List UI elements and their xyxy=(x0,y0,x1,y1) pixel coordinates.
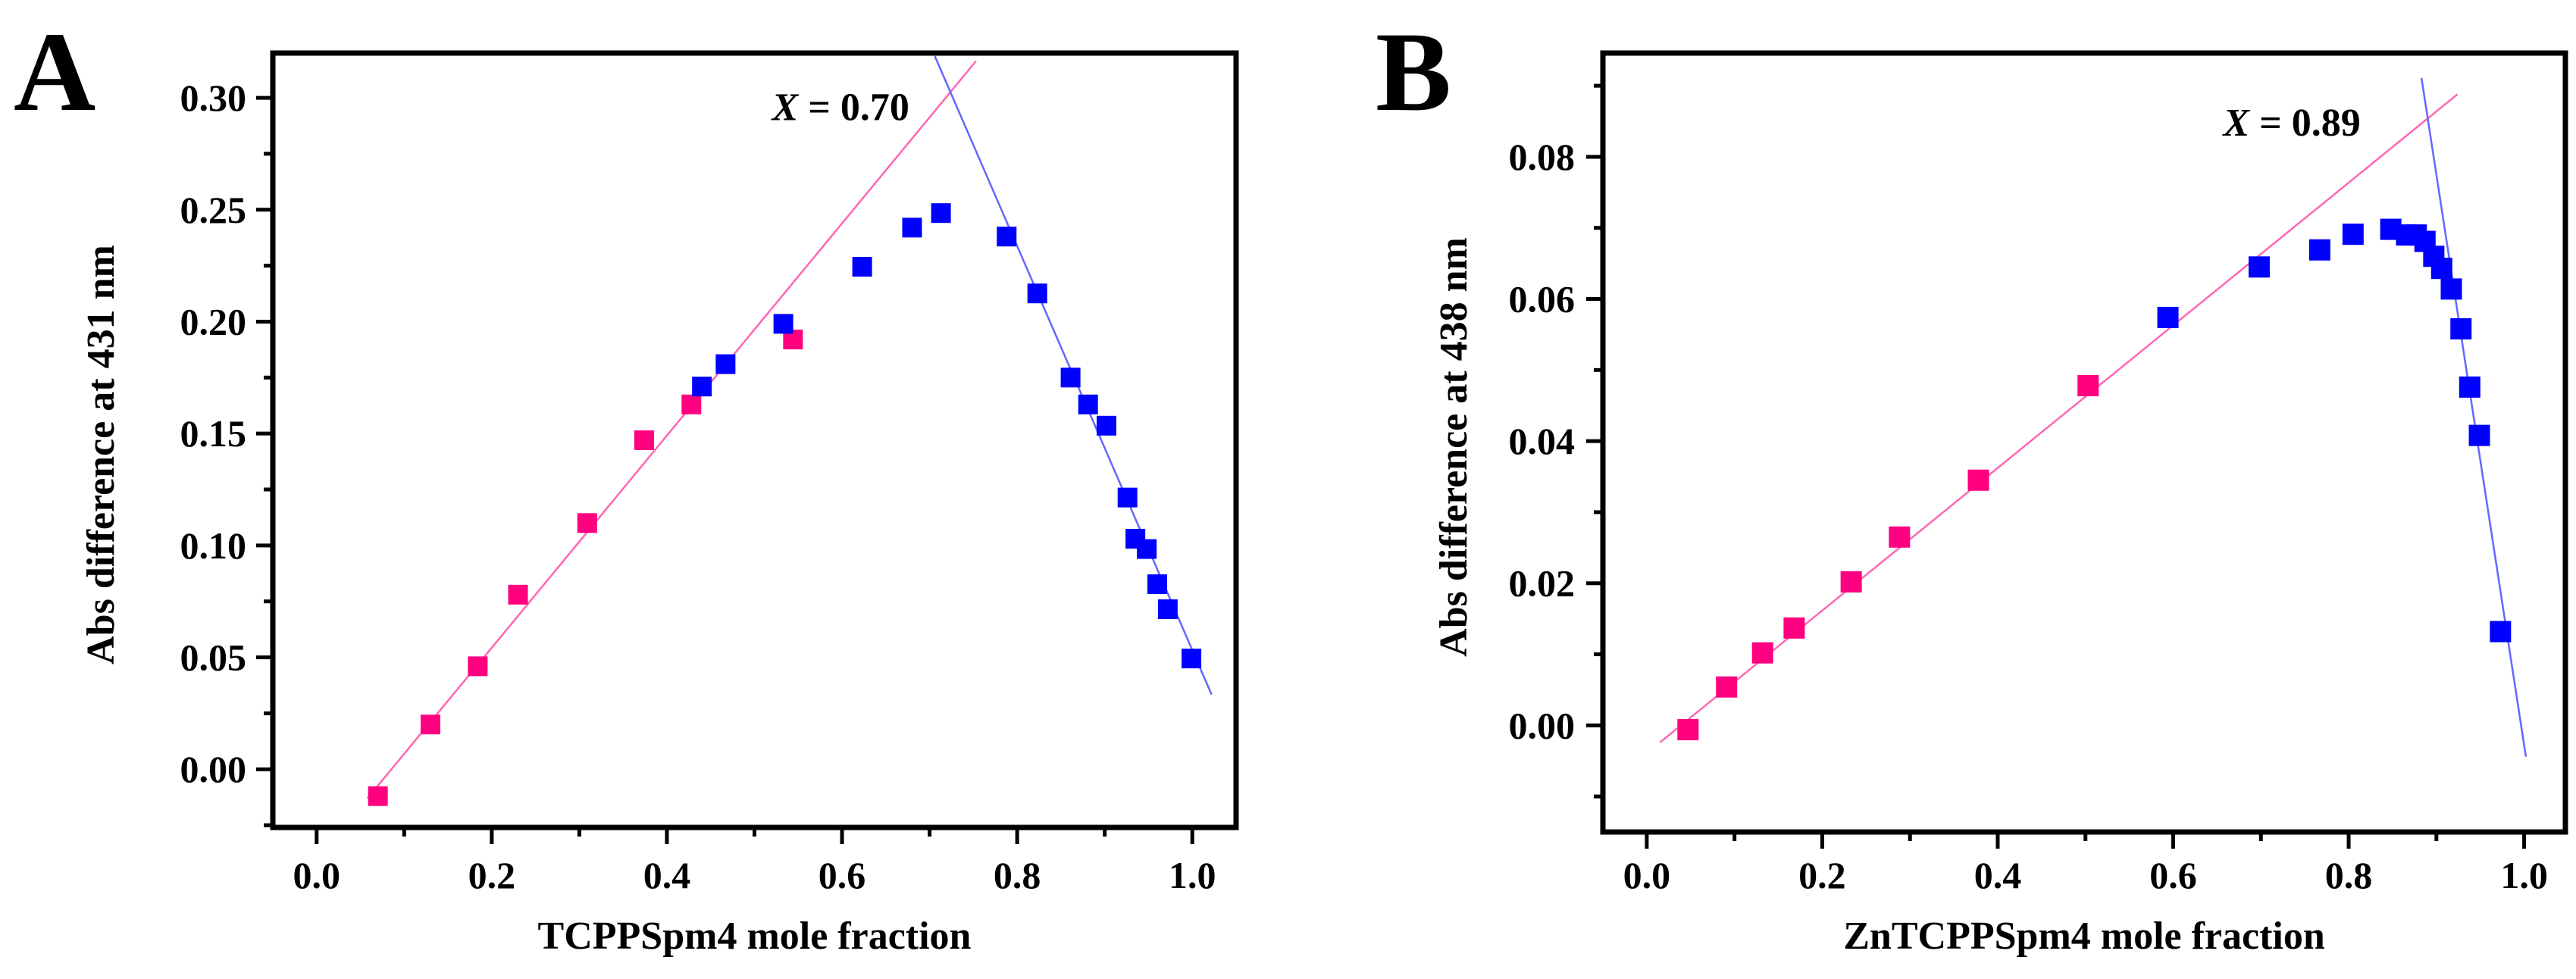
data-point-blue xyxy=(852,257,872,277)
data-point-pink xyxy=(1889,526,1911,548)
intersection-annotation: X = 0.89 xyxy=(2221,102,2360,145)
y-tick-label: 0.02 xyxy=(1509,562,1576,605)
data-point-pink xyxy=(420,715,440,735)
x-tick-label: 1.0 xyxy=(1169,854,1216,896)
data-point-blue xyxy=(2157,306,2179,328)
data-point-blue xyxy=(1157,599,1178,620)
x-axis-title: TCPPSpm4 mole fraction xyxy=(538,915,972,958)
y-tick-label: 0.06 xyxy=(1509,278,1576,321)
x-tick-label: 1.0 xyxy=(2500,854,2548,896)
panel-b: B 0.0 0.2 0.4 0.6 0.8 1.0 0.00 0.02 0.04 0.06 0.08 Z… xyxy=(1376,9,2568,958)
data-point-blue xyxy=(1096,415,1116,436)
data-point-blue xyxy=(1182,648,1202,668)
y-tick-label: 0.05 xyxy=(180,637,247,679)
data-point-blue xyxy=(1060,368,1081,388)
intersection-annotation: X = 0.70 xyxy=(771,86,909,130)
fit-line-pink xyxy=(1659,93,2459,743)
data-point-blue xyxy=(2450,317,2472,339)
x-tick-label: 0.8 xyxy=(994,854,1041,896)
data-point-blue xyxy=(2440,278,2462,300)
plot-frame xyxy=(270,50,1239,830)
data-point-blue xyxy=(2490,621,2512,643)
x-tick-label: 0.2 xyxy=(1798,854,1846,896)
data-point-pink xyxy=(1677,718,1699,740)
data-point-blue xyxy=(997,227,1017,247)
data-point-pink xyxy=(634,430,654,450)
data-point-blue xyxy=(1147,574,1168,594)
data-point-blue xyxy=(2430,258,2452,280)
data-point-pink xyxy=(508,584,528,605)
panel-label: B xyxy=(1376,9,1451,135)
x-tick-label: 0.0 xyxy=(1623,854,1671,896)
data-point-blue xyxy=(2468,424,2490,446)
x-tick-label: 0.6 xyxy=(818,854,866,896)
data-point-pink xyxy=(1840,571,1862,593)
panel-label: A xyxy=(14,9,95,135)
y-tick-label: 0.15 xyxy=(180,412,247,455)
data-point-pink xyxy=(468,656,488,677)
y-tick-label: 0.00 xyxy=(180,748,247,790)
fit-line-pink xyxy=(366,60,977,799)
data-point-blue xyxy=(2248,256,2270,278)
data-point-pink xyxy=(681,394,702,414)
data-point-blue xyxy=(1137,539,1157,559)
y-tick-label: 0.10 xyxy=(180,524,247,567)
y-tick-label: 0.08 xyxy=(1509,136,1576,178)
data-point-blue xyxy=(931,203,951,224)
annotation-variable: X xyxy=(771,86,800,130)
data-point-blue xyxy=(1117,487,1138,508)
x-tick-label: 0.2 xyxy=(468,854,516,896)
y-tick-label: 0.25 xyxy=(180,189,247,231)
data-point-blue xyxy=(2308,239,2330,261)
y-tick-label: 0.30 xyxy=(180,77,247,119)
annotation-value: = 0.70 xyxy=(798,86,909,130)
data-point-pink xyxy=(1967,469,1989,491)
fit-line-blue xyxy=(2420,77,2527,757)
x-tick-label: 0.8 xyxy=(2325,854,2373,896)
x-axis-title: ZnTCPPSpm4 mole fraction xyxy=(1843,915,2325,958)
data-point-blue xyxy=(2342,224,2364,246)
data-point-pink xyxy=(1716,676,1738,698)
data-point-blue xyxy=(2459,376,2481,398)
data-point-pink xyxy=(577,513,597,533)
annotation-value: = 0.89 xyxy=(2249,102,2361,145)
y-tick-label: 0.20 xyxy=(180,300,247,342)
data-point-blue xyxy=(692,377,712,397)
data-point-blue xyxy=(773,314,793,334)
panel-a: A 0.0 0.2 0.4 0.6 0.8 1.0 0.00 0.05 0.10 0.15 0.20 0… xyxy=(14,9,1239,958)
y-tick-label: 0.04 xyxy=(1509,420,1576,462)
y-axis-title: Abs difference at 438 nm xyxy=(1432,237,1476,657)
y-tick-label: 0.00 xyxy=(1509,704,1576,746)
data-point-pink xyxy=(2077,374,2099,396)
data-point-blue xyxy=(715,354,736,374)
data-point-pink xyxy=(1783,617,1805,639)
data-point-pink xyxy=(1751,642,1773,664)
data-point-pink xyxy=(368,786,388,806)
y-axis-title: Abs difference at 431 nm xyxy=(80,245,123,665)
data-point-blue xyxy=(1078,394,1098,414)
data-point-blue xyxy=(1027,283,1047,304)
x-tick-label: 0.6 xyxy=(2149,854,2197,896)
data-point-blue xyxy=(902,217,922,238)
x-tick-label: 0.0 xyxy=(293,854,341,896)
x-tick-label: 0.4 xyxy=(643,854,691,896)
annotation-variable: X xyxy=(2221,102,2250,145)
plot-frame xyxy=(1600,50,2568,835)
x-tick-label: 0.4 xyxy=(1974,854,2022,896)
